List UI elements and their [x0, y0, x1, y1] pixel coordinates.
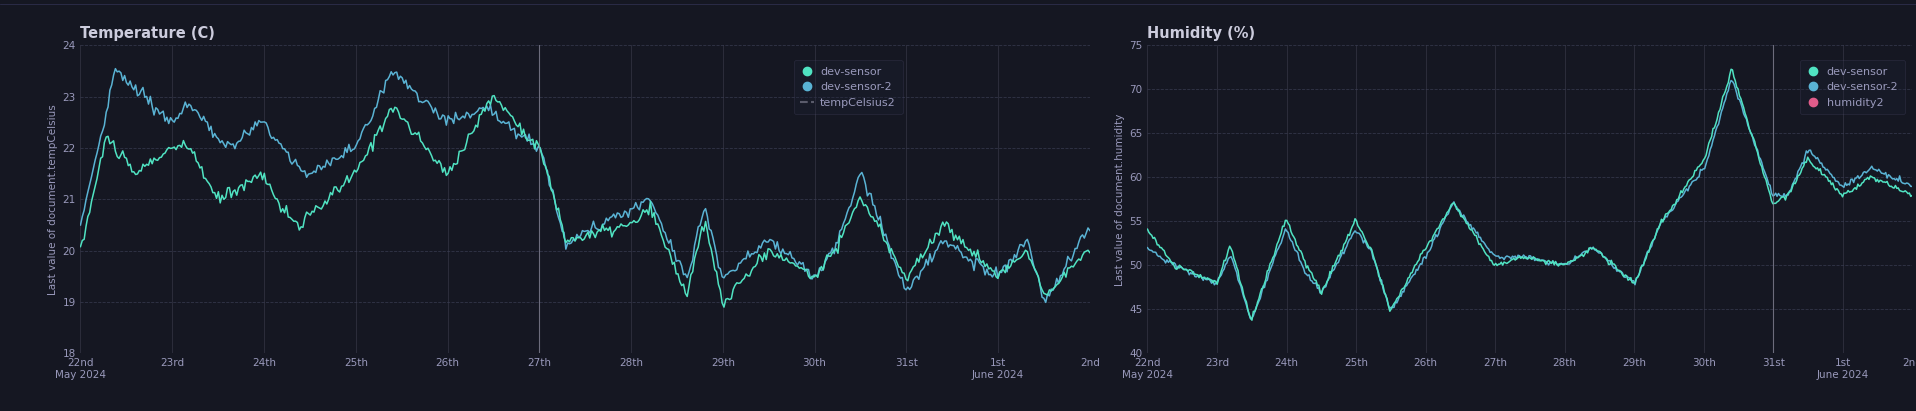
Text: Humidity (%): Humidity (%): [1148, 26, 1255, 41]
Legend: dev-sensor, dev-sensor-2, tempCelsius2: dev-sensor, dev-sensor-2, tempCelsius2: [793, 60, 902, 114]
Y-axis label: Last value of document.tempCelsius: Last value of document.tempCelsius: [48, 104, 57, 295]
Text: Temperature (C): Temperature (C): [80, 26, 215, 41]
Y-axis label: Last value of document.humidity: Last value of document.humidity: [1115, 113, 1125, 286]
Legend: dev-sensor, dev-sensor-2, humidity2: dev-sensor, dev-sensor-2, humidity2: [1801, 60, 1905, 114]
